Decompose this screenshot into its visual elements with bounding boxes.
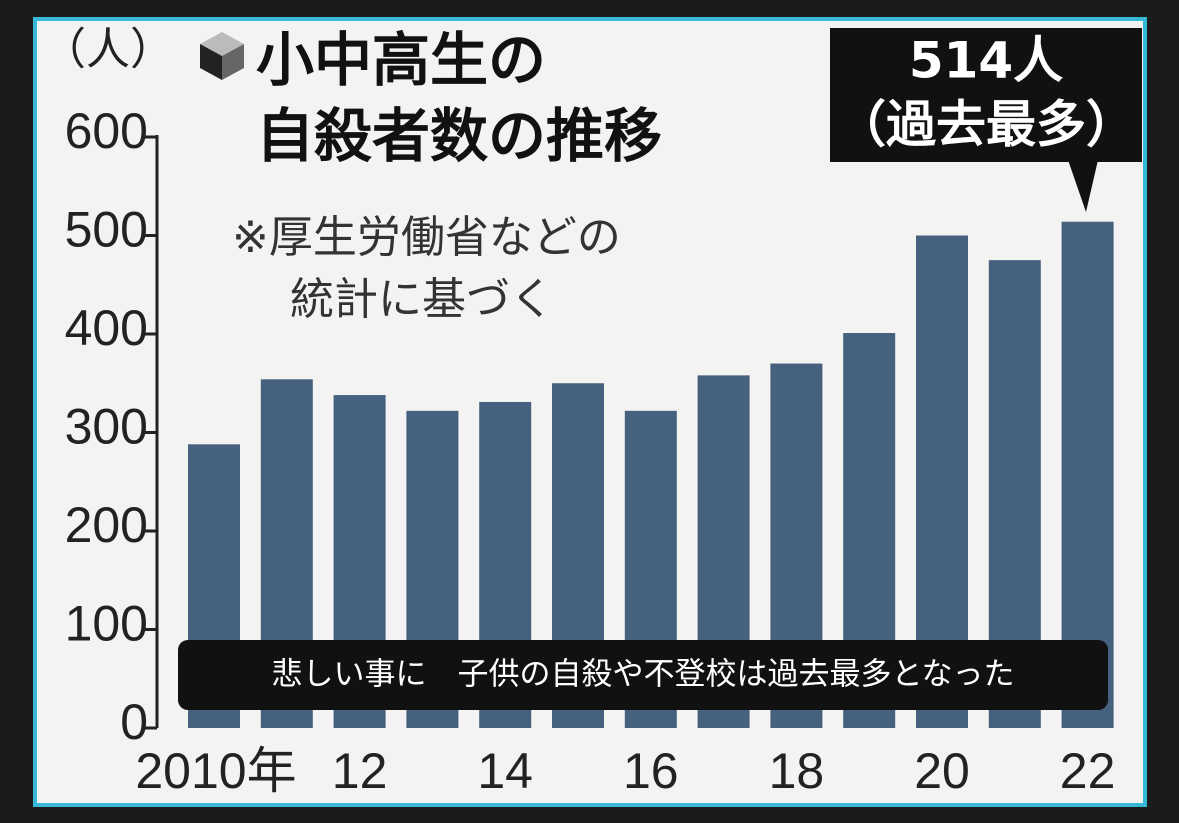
annotation: 514人 (909, 32, 1063, 90)
y-tick-label: 400 (65, 300, 148, 356)
y-tick-label: 0 (120, 694, 148, 750)
annotation: （過去最多） (836, 96, 1136, 154)
x-tick-label: 16 (623, 743, 679, 799)
x-tick-label: 18 (769, 743, 825, 799)
x-tick-label: 22 (1060, 743, 1116, 799)
y-axis-unit: （人） (42, 24, 174, 75)
chart-title: 自殺者数の推移 (256, 102, 662, 170)
note: ※厚生労働省などの (232, 212, 621, 263)
x-tick-label: 14 (477, 743, 533, 799)
note: 統計に基づく (290, 274, 554, 325)
chart-title: 小中高生の (256, 26, 546, 94)
y-tick-label: 200 (65, 497, 148, 553)
x-tick-label: 2010年 (135, 743, 296, 799)
title-icon (200, 32, 244, 80)
y-tick-label: 100 (65, 596, 148, 652)
y-tick-label: 500 (65, 202, 148, 258)
caption-box (178, 640, 1108, 710)
caption: 悲しい事に 子供の自殺や不登校は過去最多となった (271, 657, 1014, 693)
annotation-box (830, 28, 1142, 212)
x-tick-label: 12 (332, 743, 388, 799)
x-tick-label: 20 (914, 743, 970, 799)
y-tick-label: 300 (65, 399, 148, 455)
y-tick-label: 600 (65, 103, 148, 159)
